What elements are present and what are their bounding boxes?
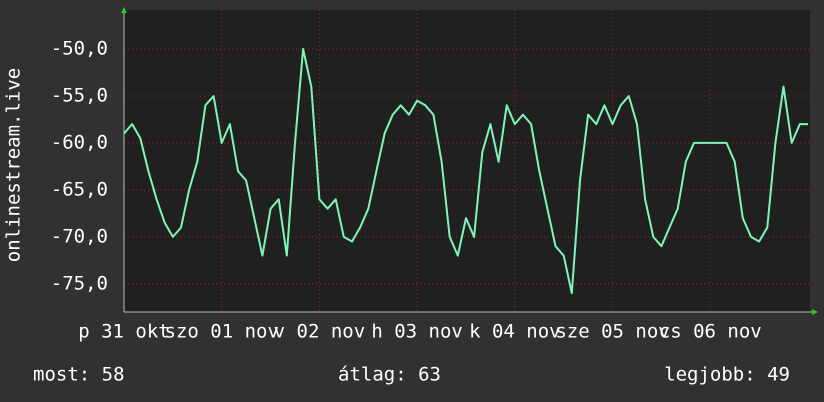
y-tick-label: -70,0 [51,225,108,247]
summary-best: legjobb: 49 [664,364,790,386]
data-line [123,48,808,295]
y-tick-label: -55,0 [51,84,108,106]
x-tick-label: v 02 nov [274,321,366,343]
y-tick-label: -65,0 [51,178,108,200]
y-arrow [121,7,127,13]
x-tick-label: szo 01 nov [165,321,279,343]
summary-current: most: 58 [33,364,125,386]
x-tick-label: k 04 nov [469,321,561,343]
y-tick-label: -75,0 [51,272,108,294]
x-tick-label: sze 05 nov [555,321,669,343]
x-arrow [812,309,818,315]
summary-average: átlag: 63 [338,364,441,386]
y-tick-label: -60,0 [51,131,108,153]
y-axis-label: onlinestream.live [3,68,25,262]
x-tick-label: cs 06 nov [659,321,762,343]
x-tick-label: h 03 nov [371,321,463,343]
x-tick-label: p 31 okt [78,321,170,343]
plot-area [124,10,810,312]
y-tick-label: -50,0 [51,37,108,59]
